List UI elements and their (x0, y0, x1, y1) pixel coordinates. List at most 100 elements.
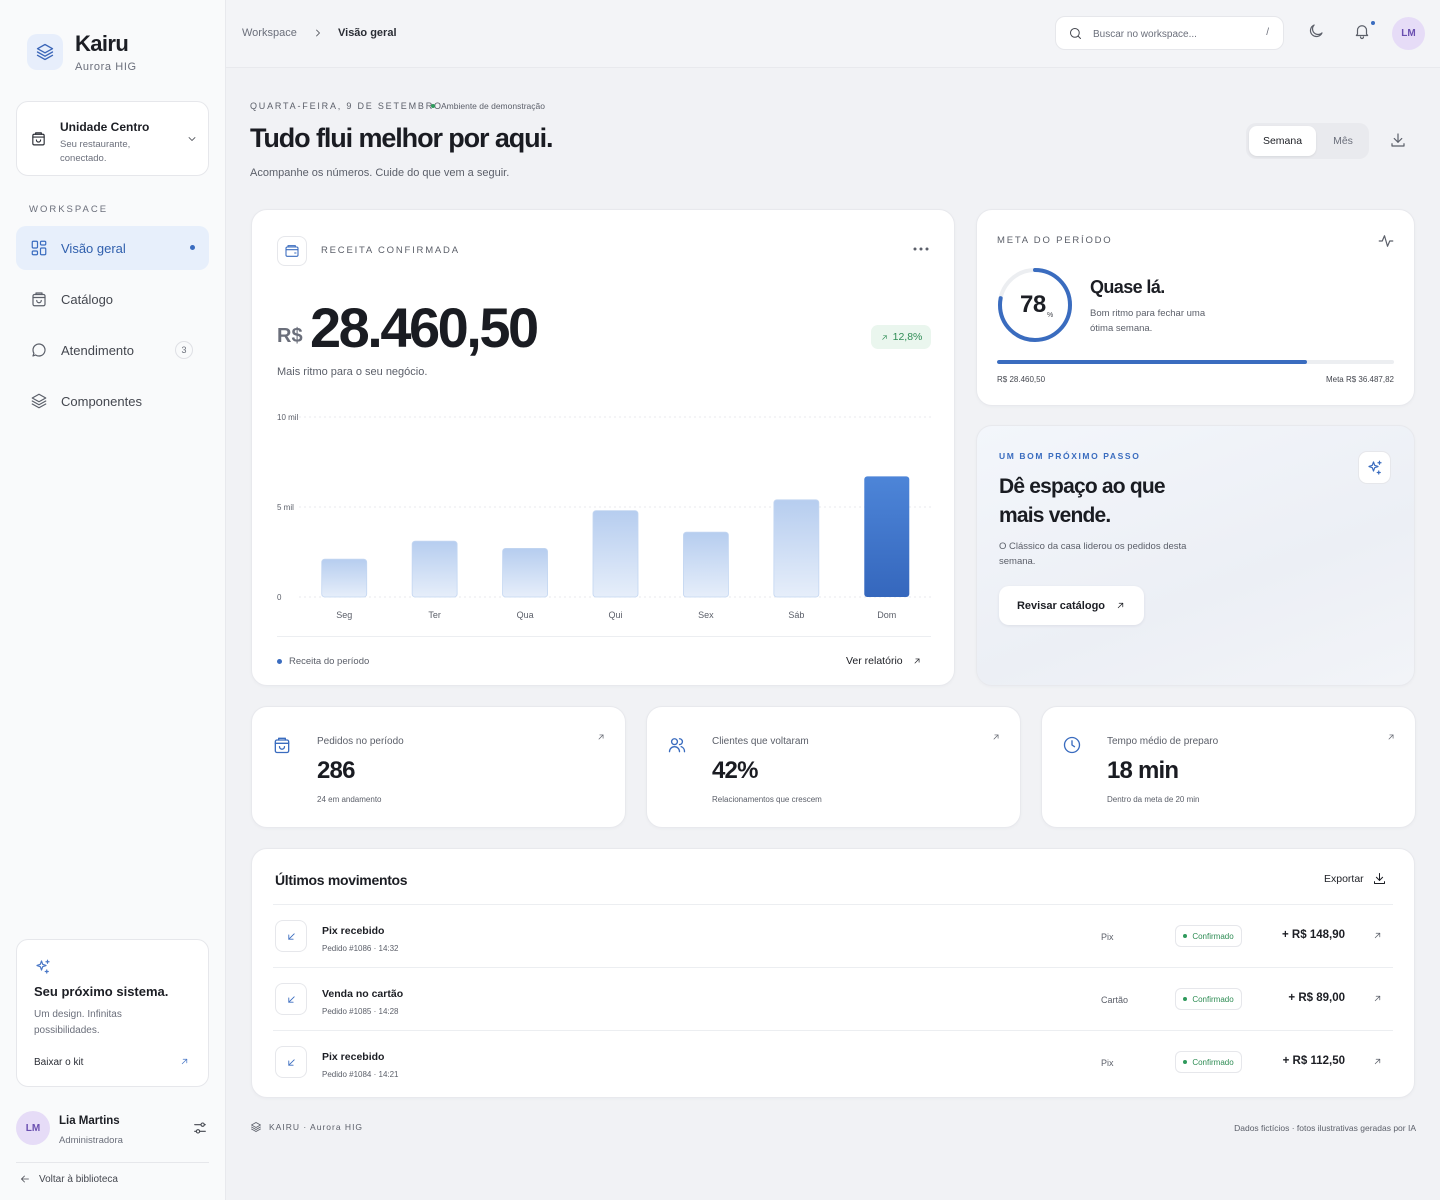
search-icon (1068, 26, 1083, 41)
divider (16, 1162, 209, 1163)
promo-card: Seu próximo sistema. Um design. Infinita… (16, 939, 209, 1087)
active-indicator (190, 245, 195, 250)
chevron-down-icon[interactable] (186, 133, 198, 145)
page-title: Tudo flui melhor por aqui. (250, 123, 553, 153)
next-step-text: O Clássico da casa liderou os pedidos de… (999, 541, 1187, 567)
avatar[interactable]: LM (1392, 17, 1425, 50)
settings-sliders-icon[interactable] (192, 1120, 208, 1136)
kpi-subtitle: Relacionamentos que crescem (712, 795, 822, 804)
delta-badge: 12,8% (871, 325, 931, 349)
back-to-library-link[interactable]: Voltar à biblioteca (19, 1173, 118, 1185)
transaction-order: Pedido #1086 · 14:32 (322, 944, 399, 953)
transaction-name: Pix recebido (322, 1051, 385, 1063)
back-link-label: Voltar à biblioteca (39, 1173, 118, 1185)
bar-qua[interactable] (502, 547, 548, 598)
status-label: Confirmado (1192, 931, 1234, 941)
transaction-name: Venda no cartão (322, 988, 404, 1000)
legend-label: Receita do período (289, 656, 370, 667)
status-badge: Confirmado (1175, 988, 1242, 1010)
arrow-up-right-icon[interactable] (1372, 930, 1383, 941)
goal-target: Meta R$ 36.487,82 (1325, 375, 1394, 384)
avatar[interactable]: LM (16, 1111, 50, 1145)
breadcrumb-workspace[interactable]: Workspace (242, 27, 297, 39)
sidebar-item-atendimento[interactable]: Atendimento 3 (16, 328, 209, 372)
x-tick-label: Qui (608, 610, 622, 620)
count-badge: 3 (175, 341, 193, 359)
table-row[interactable]: Venda no cartão Pedido #1085 · 14:28 Car… (273, 967, 1393, 1030)
review-catalog-button[interactable]: Revisar catálogo (999, 586, 1144, 625)
search-box[interactable]: / (1055, 16, 1284, 50)
arrow-up-right-icon (880, 333, 893, 342)
chevron-right-icon (312, 27, 324, 39)
table-row[interactable]: Pix recebido Pedido #1084 · 14:21 Pix Co… (273, 1030, 1393, 1093)
x-tick-label: Dom (877, 610, 896, 620)
arrow-up-right-icon[interactable] (1386, 732, 1396, 742)
goal-current: R$ 28.460,50 (997, 375, 1046, 384)
layers-icon (250, 1121, 269, 1133)
bar-sex[interactable] (683, 531, 729, 598)
transaction-amount: + R$ 148,90 (1282, 929, 1345, 941)
bar-ter[interactable] (411, 540, 458, 598)
page-subtitle: Acompanhe os números. Cuide do que vem a… (250, 167, 510, 179)
more-horizontal-icon[interactable] (913, 246, 929, 252)
search-input[interactable] (1093, 25, 1243, 43)
arrow-up-right-icon[interactable] (179, 1056, 190, 1067)
status-badge: Confirmado (1175, 925, 1242, 947)
user-role: Administradora (59, 1135, 123, 1146)
kpi-value: 42% (712, 757, 758, 784)
status-label: Confirmado (1192, 1057, 1234, 1067)
bar-qui[interactable] (592, 510, 639, 598)
sidebar-item-label: Componentes (61, 393, 142, 409)
brand-subtitle: Aurora HIG (75, 61, 137, 73)
period-toggle: Semana Mês (1246, 123, 1369, 159)
sidebar-item-label: Atendimento (61, 342, 134, 358)
period-month-button[interactable]: Mês (1333, 135, 1353, 147)
search-shortcut: / (1266, 27, 1269, 38)
export-button[interactable]: Exportar (1324, 871, 1387, 886)
x-tick-label: Seg (336, 610, 352, 620)
view-report-link[interactable]: Ver relatório (846, 655, 922, 667)
download-kit-link[interactable]: Baixar o kit (34, 1057, 84, 1068)
kpi-subtitle: Dentro da meta de 20 min (1107, 795, 1200, 804)
revenue-card: RECEITA CONFIRMADA R$ 28.460,50 12,8% Ma… (251, 209, 955, 686)
goal-percent-suffix: % (1047, 312, 1054, 319)
date-label: QUARTA-FEIRA, 9 DE SETEMBRO (250, 101, 443, 111)
logo-icon[interactable] (27, 34, 63, 70)
bar-seg[interactable] (321, 558, 368, 598)
unit-selector[interactable]: Unidade Centro Seu restaurante, conectad… (16, 101, 209, 176)
sidebar-item-label: Visão geral (61, 240, 126, 256)
arrow-up-right-icon[interactable] (596, 732, 606, 742)
progress-ring (998, 268, 1072, 342)
bar-sáb[interactable] (773, 499, 820, 598)
env-badge: Ambiente de demonstração (431, 101, 545, 111)
bell-icon[interactable] (1353, 22, 1371, 40)
kpi-card-returning-clients[interactable]: Clientes que voltaram 42% Relacionamento… (646, 706, 1021, 828)
sidebar-item-visao-geral[interactable]: Visão geral (16, 226, 209, 270)
kpi-card-prep-time[interactable]: Tempo médio de preparo 18 min Dentro da … (1041, 706, 1416, 828)
kpi-card-orders[interactable]: Pedidos no período 286 24 em andamento (251, 706, 626, 828)
bar-dom[interactable] (864, 476, 910, 597)
period-week-button[interactable]: Semana (1249, 126, 1316, 156)
bag-icon (30, 290, 48, 308)
next-step-label: UM BOM PRÓXIMO PASSO (999, 451, 1141, 461)
table-row[interactable]: Pix recebido Pedido #1086 · 14:32 Pix Co… (273, 904, 1393, 967)
sidebar-item-catalogo[interactable]: Catálogo (16, 277, 209, 321)
sidebar-item-componentes[interactable]: Componentes (16, 379, 209, 423)
footer-note: Dados fictícios · fotos ilustrativas ger… (1234, 1123, 1416, 1133)
arrow-left-icon (19, 1173, 39, 1185)
status-dot (431, 104, 435, 108)
arrow-down-left-icon (275, 1046, 307, 1078)
arrow-up-right-icon[interactable] (1372, 993, 1383, 1004)
revenue-subtitle: Mais ritmo para o seu negócio. (277, 366, 428, 378)
arrow-up-right-icon[interactable] (1372, 1056, 1383, 1067)
revenue-bar-chart: 0 5 mil 10 mil Seg Ter Qua Qui Sex Sáb Dom (277, 413, 932, 620)
chat-icon (30, 341, 48, 359)
goal-title: Quase lá. (1090, 277, 1165, 297)
activity-icon[interactable] (1377, 232, 1395, 250)
sparkles-icon[interactable] (1358, 451, 1391, 484)
moon-icon[interactable] (1307, 22, 1325, 40)
arrow-up-right-icon[interactable] (991, 732, 1001, 742)
download-icon[interactable] (1389, 131, 1407, 149)
divider (277, 636, 931, 637)
y-tick-label: 5 mil (277, 503, 294, 512)
